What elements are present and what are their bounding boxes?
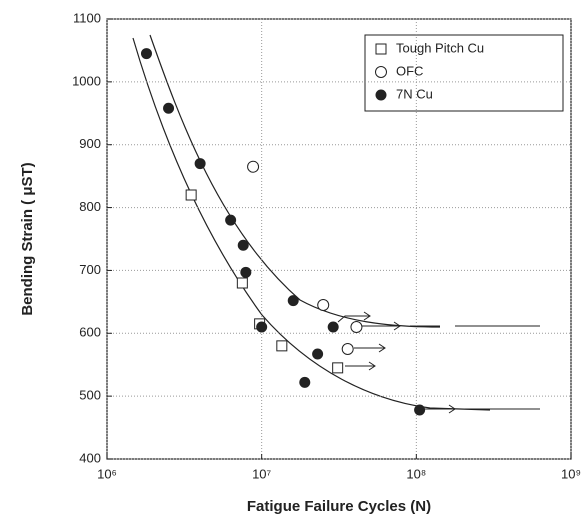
y-tick-label: 900 [79,136,101,151]
marker-dot [299,376,311,388]
marker-circle [350,321,363,333]
marker-dot [237,239,249,251]
marker-circle [247,160,260,173]
marker-dot [327,321,339,333]
y-tick-label: 700 [79,262,101,277]
y-tick-label: 1100 [73,10,101,25]
y-axis-label: Bending Strain ( μST) [19,162,36,315]
marker-dot [256,321,268,333]
marker-circle [317,299,330,311]
y-tick-label: 400 [79,450,101,465]
x-tick-label: 10⁹ [561,466,581,481]
marker-dot [312,348,324,360]
legend-box [364,34,564,112]
marker-dot [287,295,299,307]
x-tick-label: 10⁸ [406,466,426,481]
marker-square [236,277,248,289]
marker-dot [414,404,426,416]
y-tick-label: 500 [79,388,101,403]
marker-dot [240,266,252,278]
legend-label: 7N Cu [396,86,433,101]
y-tick-label: 800 [79,199,101,214]
marker-circle [375,66,387,78]
y-tick-label: 1000 [72,73,101,88]
fit-curve [132,37,491,411]
fit-curve [149,34,441,328]
marker-circle [341,343,354,355]
legend-label: OFC [396,63,423,78]
x-tick-label: 10⁷ [252,466,271,481]
marker-dot [194,158,206,170]
marker-square [375,43,387,55]
y-tick-label: 600 [79,325,101,340]
marker-dot [163,102,175,114]
runout-arrows [337,311,540,414]
x-axis-label: Fatigue Failure Cycles (N) [247,498,431,515]
marker-dot [375,89,387,101]
x-tick-label: 10⁶ [97,466,117,481]
marker-dot [225,214,237,226]
marker-square [332,362,344,374]
legend-label: Tough Pitch Cu [396,40,484,55]
marker-square [185,189,197,201]
marker-square [276,340,288,352]
marker-dot [140,48,152,60]
